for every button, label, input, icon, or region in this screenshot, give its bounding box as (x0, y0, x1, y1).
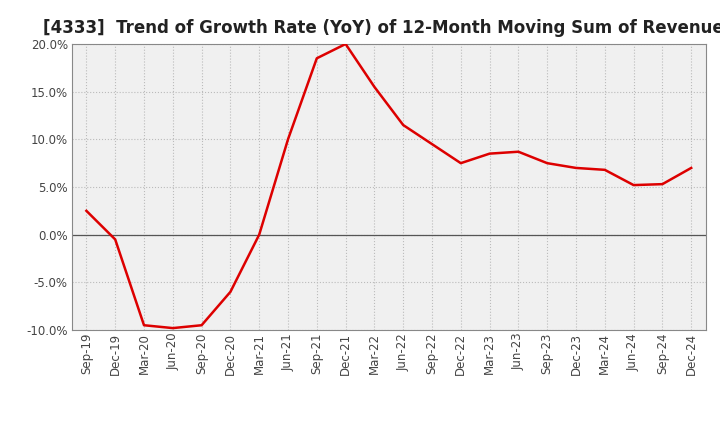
Title: [4333]  Trend of Growth Rate (YoY) of 12-Month Moving Sum of Revenues: [4333] Trend of Growth Rate (YoY) of 12-… (43, 19, 720, 37)
